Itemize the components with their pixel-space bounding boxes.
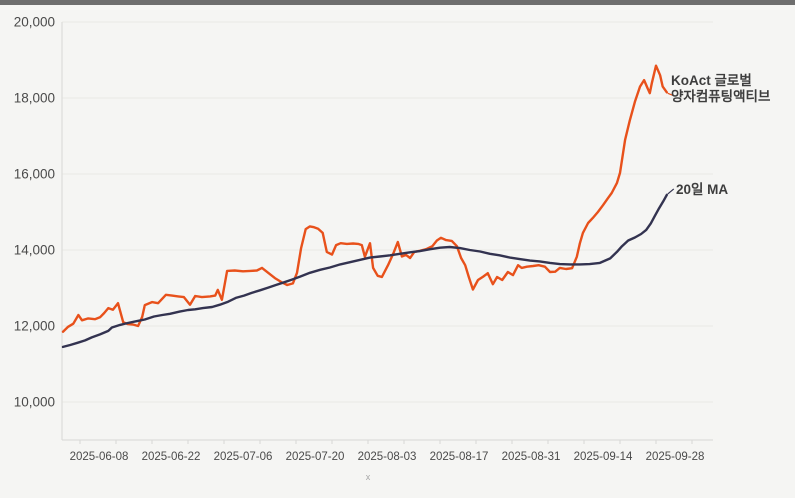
x-tick-label: 2025-07-06 (214, 451, 273, 463)
y-tick-label: 14,000 (14, 243, 55, 258)
series-label-ma20: 20일 MA (676, 182, 729, 197)
y-tick-label: 16,000 (14, 167, 55, 182)
x-tick-label: 2025-09-14 (574, 451, 633, 463)
x-tick-label: 2025-09-28 (646, 451, 705, 463)
series-label-koact-line2: 양자컴퓨팅액티브 (671, 89, 771, 104)
x-tick-label: 2025-06-22 (142, 451, 201, 463)
y-tick-label: 20,000 (14, 15, 55, 30)
x-tick-label: 2025-07-20 (286, 451, 345, 463)
y-tick-label: 10,000 (14, 395, 55, 410)
leader-line-ma20 (667, 188, 675, 195)
x-tick-label: 2025-06-08 (70, 451, 129, 463)
series-label-koact: KoAct 글로벌 양자컴퓨팅액티브 (671, 73, 770, 105)
x-tick-label: 2025-08-17 (430, 451, 489, 463)
y-tick-label: 18,000 (14, 91, 55, 106)
series-label-koact-line1: KoAct 글로벌 (671, 73, 752, 88)
series-line-ma20[interactable] (61, 193, 668, 349)
top-bar (0, 0, 795, 5)
y-tick-label: 12,000 (14, 319, 55, 334)
x-axis-title: x (366, 472, 371, 482)
leader-line-koact (667, 92, 673, 96)
series-line-koact[interactable] (61, 64, 668, 333)
x-tick-label: 2025-08-03 (358, 451, 417, 463)
x-tick-label: 2025-08-31 (502, 451, 561, 463)
